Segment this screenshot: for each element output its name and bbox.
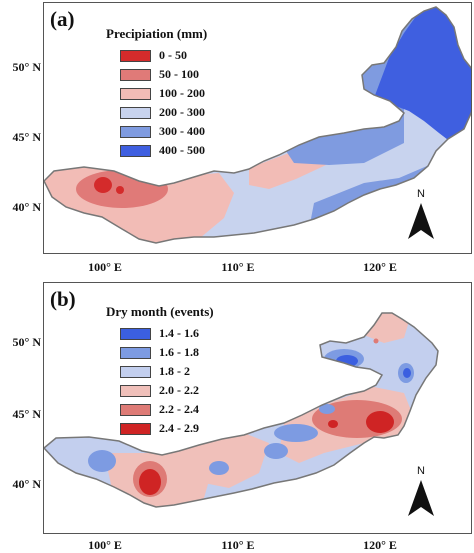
precipitation-map-panel: (a) Precipiation (mm) 0 - 50 50 - 100 10… [43,2,472,254]
legend-swatch [120,125,151,138]
latitude-tick: 50° N [12,60,41,74]
north-arrow-icon [408,203,434,239]
legend-item: 100 - 200 [106,84,207,103]
latitude-tick: 40° N [12,477,41,491]
legend-swatch [120,144,151,157]
latitude-tick: 40° N [12,200,41,214]
north-label: N [417,465,425,477]
legend-item: 1.6 - 1.8 [106,343,214,362]
legend-swatch [120,49,151,62]
legend-swatch [120,87,151,100]
dry-month-map-panel: (b) Dry month (events) 1.4 - 1.6 1.6 - 1… [43,282,472,534]
legend-item: 300 - 400 [106,122,207,141]
north-arrow: N [404,465,438,517]
longitude-tick: 110° E [221,538,255,552]
latitude-tick: 50° N [12,335,41,349]
longitude-tick: 120° E [363,538,397,552]
region-boundary [44,312,439,508]
north-label: N [417,188,425,200]
legend-title: Dry month (events) [106,304,214,319]
legend-swatch [120,68,151,81]
dry-month-map [44,312,439,508]
panel-label: (a) [50,7,75,31]
legend-item: 200 - 300 [106,103,207,122]
north-arrow: N [404,188,438,240]
legend-swatch [120,384,151,397]
legend-item: 2.0 - 2.2 [106,381,214,400]
legend: Precipiation (mm) 0 - 50 50 - 100 100 - … [106,26,207,160]
latitude-tick: 45° N [12,407,41,421]
legend-swatch [120,106,151,119]
legend-swatch [120,346,151,359]
legend-item: 2.2 - 2.4 [106,400,214,419]
legend-label: 1.6 - 1.8 [159,345,199,359]
legend-title: Precipiation (mm) [106,26,208,41]
legend-item: 2.4 - 2.9 [106,419,214,438]
legend-label: 400 - 500 [159,143,205,157]
legend-swatch [120,365,151,378]
legend-label: 2.0 - 2.2 [159,383,199,397]
legend-label: 50 - 100 [159,67,199,81]
legend-label: 200 - 300 [159,105,205,119]
legend-item: 1.8 - 2 [106,362,214,381]
legend-item: 0 - 50 [106,46,207,65]
longitude-tick: 100° E [88,260,122,274]
north-arrow-icon [408,480,434,516]
legend-swatch [120,327,151,340]
legend-label: 300 - 400 [159,124,205,138]
longitude-tick: 100° E [88,538,122,552]
legend-item: 50 - 100 [106,65,207,84]
legend-label: 0 - 50 [159,48,187,62]
longitude-tick: 110° E [221,260,255,274]
legend-swatch [120,422,151,435]
legend: Dry month (events) 1.4 - 1.6 1.6 - 1.8 1… [106,304,214,438]
panel-label: (b) [50,287,76,311]
legend-item: 400 - 500 [106,141,207,160]
legend-label: 2.2 - 2.4 [159,402,199,416]
legend-item: 1.4 - 1.6 [106,324,214,343]
legend-label: 100 - 200 [159,86,205,100]
legend-label: 1.8 - 2 [159,364,190,378]
region-boundary [44,6,471,244]
legend-label: 2.4 - 2.9 [159,421,199,435]
legend-label: 1.4 - 1.6 [159,326,199,340]
precipitation-map [44,6,471,244]
legend-swatch [120,403,151,416]
longitude-tick: 120° E [363,260,397,274]
latitude-tick: 45° N [12,130,41,144]
